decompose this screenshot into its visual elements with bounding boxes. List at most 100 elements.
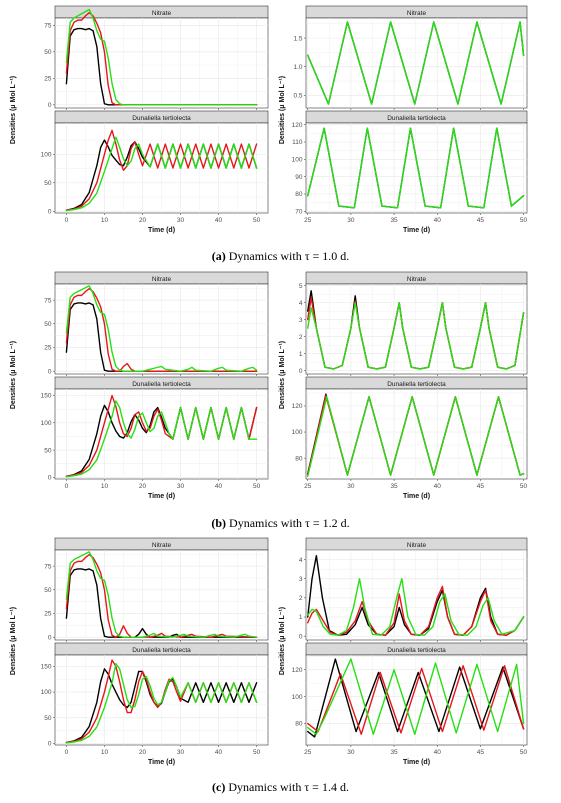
caption-b: (b) Dynamics with τ = 1.2 d.	[0, 516, 561, 531]
plot-area	[305, 549, 528, 641]
x-tick-label: 30	[347, 749, 355, 756]
y-tick-label: 150	[41, 664, 52, 671]
y-tick-label: 100	[41, 689, 52, 696]
panel-a-1: Dunaliella tertiolecta 0 10 20 30 40 50 0 50 100 T…	[41, 110, 269, 234]
y-tick-label: 100	[292, 429, 303, 436]
x-tick-label: 45	[477, 749, 485, 756]
y-tick-label: 50	[44, 180, 52, 187]
y-tick-label: 110	[292, 139, 303, 146]
x-axis-title: Time (d)	[403, 227, 430, 234]
series-line-green	[65, 8, 258, 106]
panel-a-0: Nitrate 0 25 50 75	[44, 5, 269, 110]
y-tick-label: 0	[48, 634, 52, 641]
series-line-green	[307, 21, 525, 105]
panel-title: Nitrate	[407, 276, 427, 283]
panel-title: Nitrate	[152, 10, 172, 17]
series-line-red	[307, 665, 525, 735]
y-tick-label: 120	[292, 667, 303, 674]
panel-title: Dunaliella tertiolecta	[387, 647, 446, 654]
x-tick-label: 0	[65, 483, 69, 490]
x-tick-label: 30	[177, 217, 185, 224]
series-line-green	[65, 400, 258, 478]
x-tick-label: 25	[304, 217, 312, 224]
x-tick-label: 20	[139, 483, 147, 490]
y-tick-label: 2	[299, 595, 303, 602]
y-tick-label: 80	[295, 721, 303, 728]
y-tick-label: 0	[48, 102, 52, 109]
x-tick-label: 35	[390, 749, 398, 756]
y-tick-label: 100	[41, 420, 52, 427]
x-tick-label: 0	[65, 749, 69, 756]
x-tick-label: 10	[101, 483, 109, 490]
y-tick-label: 0.5	[293, 93, 302, 100]
panel-title: Dunaliella tertiolecta	[132, 647, 191, 654]
y-tick-label: 100	[292, 157, 303, 164]
series-line-red	[65, 288, 258, 372]
y-tick-label: 150	[41, 393, 52, 400]
caption-a-text: Dynamics with τ = 1.0 d.	[228, 249, 350, 263]
y-axis-title: Densities (μ Mol L⁻¹)	[279, 76, 286, 144]
panel-b-5: Dunaliella tertiolecta 0 10 20 30 40 50 0 50 100 1…	[41, 376, 269, 500]
panel-b-7: Dunaliella tertiolecta 25 30 35 40 45 50 80 100 1…	[292, 376, 528, 500]
y-tick-label: 2	[299, 334, 303, 341]
x-tick-label: 30	[177, 483, 185, 490]
x-tick-label: 45	[477, 483, 485, 490]
y-tick-label: 0	[48, 741, 52, 748]
y-axis-title: Densities (μ Mol L⁻¹)	[279, 607, 286, 675]
series-line-green	[65, 285, 258, 372]
series-line-black	[65, 668, 258, 744]
panel-title: Dunaliella tertiolecta	[132, 115, 191, 122]
x-tick-label: 35	[390, 217, 398, 224]
x-tick-label: 35	[390, 483, 398, 490]
panel-title: Dunaliella tertiolecta	[387, 381, 446, 388]
series-line-green	[65, 551, 258, 638]
x-tick-label: 50	[520, 217, 528, 224]
x-tick-label: 50	[253, 217, 261, 224]
x-tick-label: 0	[65, 217, 69, 224]
x-tick-label: 30	[347, 217, 355, 224]
y-tick-label: 25	[44, 76, 52, 83]
caption-c-text: Dynamics with τ = 1.4 d.	[228, 780, 349, 794]
y-axis-title: Densities (μ Mol L⁻¹)	[10, 607, 17, 675]
x-axis-title: Time (d)	[403, 493, 430, 500]
plot-area	[305, 17, 528, 109]
series-line-red	[65, 554, 258, 638]
y-axis-title: Densities (μ Mol L⁻¹)	[10, 341, 17, 409]
panel-title: Nitrate	[152, 276, 172, 283]
caption-c-label: (c)	[212, 780, 226, 794]
x-tick-label: 45	[477, 217, 485, 224]
y-tick-label: 120	[292, 122, 303, 129]
series-line-green	[307, 127, 525, 209]
y-tick-label: 3	[299, 576, 303, 583]
y-tick-label: 120	[292, 403, 303, 410]
y-tick-label: 0	[48, 368, 52, 375]
y-tick-label: 100	[41, 152, 52, 159]
x-tick-label: 25	[304, 749, 312, 756]
caption-b-label: (b)	[211, 516, 227, 530]
plot-area	[305, 388, 528, 480]
x-tick-label: 50	[253, 749, 261, 756]
panel-title: Dunaliella tertiolecta	[132, 381, 191, 388]
y-tick-label: 75	[44, 563, 52, 570]
x-tick-label: 30	[177, 749, 185, 756]
x-tick-label: 10	[101, 217, 109, 224]
y-tick-label: 1	[299, 614, 303, 621]
y-tick-label: 25	[44, 611, 52, 618]
caption-a: (a) Dynamics with τ = 1.0 d.	[0, 249, 561, 264]
y-tick-label: 25	[44, 345, 52, 352]
y-tick-label: 3	[299, 317, 303, 324]
series-line-green	[307, 396, 525, 478]
x-tick-label: 50	[520, 483, 528, 490]
x-tick-label: 40	[215, 749, 223, 756]
y-tick-label: 5	[299, 283, 303, 290]
series-line-green	[307, 578, 525, 636]
y-tick-label: 0	[299, 633, 303, 640]
plot-area	[305, 283, 528, 375]
y-tick-label: 50	[44, 715, 52, 722]
x-tick-label: 40	[215, 483, 223, 490]
series-line-green	[307, 301, 525, 370]
y-tick-label: 1.0	[293, 64, 302, 71]
x-axis-title: Time (d)	[403, 759, 430, 766]
